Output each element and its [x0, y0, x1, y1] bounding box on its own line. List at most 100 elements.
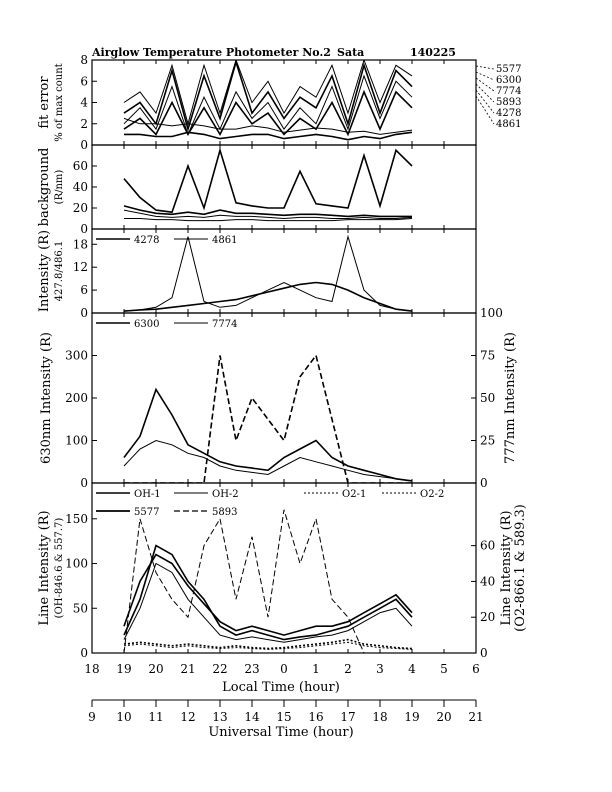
figure-date: 140225	[410, 46, 456, 59]
panel-fit-error: 0 2 4 6 8 fit error% of max count 557763007774…	[37, 53, 521, 152]
legend-label-4861: 4861	[212, 235, 237, 246]
y-tick-label: 0	[80, 646, 88, 660]
ut-tick-label: 19	[404, 710, 419, 724]
y-tick-label: 12	[73, 260, 88, 274]
y-right-tick-label: 60	[480, 539, 495, 553]
y-right-tick-label: 100	[480, 306, 503, 320]
y-right-tick-label: 50	[480, 391, 495, 405]
local-tick-label: 6	[472, 662, 480, 676]
panel-blue-lines: 0 6 12 18 Intensity (R) 427.8/486.1 4278 4861	[37, 228, 477, 320]
series-line-2	[123, 74, 413, 136]
panel-red-lines: 0 100 200 300 0 25 50 75 100 630nm Intensity (R) 7…	[39, 306, 518, 490]
figure-site: Sata	[337, 46, 364, 59]
y-tick-label: 0	[80, 476, 88, 490]
legend-label-7774: 7774	[212, 319, 237, 330]
y-axis-label: (OH-846.6 & 557.7)	[54, 518, 65, 619]
y-tick-label: 150	[65, 512, 88, 526]
series-line-1	[123, 205, 412, 218]
y-tick-label: 100	[65, 434, 88, 448]
series-group	[123, 234, 413, 312]
panel-background: 0 20 40 60 background (R/nm)	[37, 144, 477, 236]
series-line-6300	[123, 387, 413, 482]
series-line-2	[123, 209, 413, 220]
legend-label-5893: 5893	[212, 507, 237, 518]
y-axis-label: background	[37, 148, 52, 227]
ut-tick-label: 20	[436, 710, 451, 724]
series-line-4861	[123, 234, 413, 312]
y-tick-label: 0	[80, 138, 88, 152]
ut-tick-label: 21	[468, 710, 483, 724]
y-right-tick-label: 20	[480, 610, 495, 624]
legend-label-oh-1: OH-1	[134, 489, 161, 500]
legend-label-5577: 5577	[134, 507, 159, 518]
local-tick-label: 19	[116, 662, 131, 676]
series-line-oh-1	[123, 544, 413, 641]
y-tick-label: 0	[80, 222, 88, 236]
legend-label-oh-2: OH-2	[212, 489, 239, 500]
y-tick-label: 50	[73, 601, 88, 615]
ut-tick-label: 18	[372, 710, 387, 724]
y-right-axis-label: (O2-866.1 & 589.3)	[513, 504, 528, 632]
y-tick-label: 18	[73, 237, 88, 251]
series-group	[123, 60, 413, 141]
series-line-5577	[123, 553, 413, 636]
ut-tick-label: 10	[116, 710, 131, 724]
y-axis-label: 427.8/486.1	[54, 241, 65, 302]
legend-label-4278: 4278	[496, 108, 521, 119]
figure-title: Airglow Temperature Photometer No.2	[91, 46, 331, 59]
y-right-axis-label: Line Intensity (R)	[499, 510, 514, 625]
series-line-7774	[123, 439, 413, 482]
series-line-4	[124, 218, 413, 222]
series-line-dashed	[124, 353, 412, 483]
ut-tick-label: 16	[308, 710, 323, 724]
series-group	[123, 147, 413, 222]
y-tick-label: 200	[65, 391, 88, 405]
y-axis-label: Line Intensity (R)	[37, 510, 52, 625]
ut-tick-label: 14	[244, 710, 260, 724]
ut-tick-label: 15	[276, 710, 291, 724]
legend-leader-line	[475, 83, 495, 103]
y-axis-label: % of max count	[54, 63, 65, 141]
local-tick-label: 0	[280, 662, 288, 676]
local-tick-label: 4	[408, 662, 416, 676]
y-axis-label: Intensity (R)	[37, 230, 52, 312]
ut-tick-label: 9	[88, 710, 96, 724]
y-axis-label: (R/nm)	[54, 170, 65, 205]
legend-leader-line	[475, 89, 495, 114]
legend-leader-line	[475, 95, 495, 125]
y-right-tick-label: 40	[480, 574, 495, 588]
local-tick-label: 5	[440, 662, 448, 676]
local-tick-label: 3	[376, 662, 384, 676]
ut-tick-label: 13	[212, 710, 227, 724]
local-tick-label: 23	[244, 662, 259, 676]
y-tick-label: 6	[80, 74, 88, 88]
local-tick-label: 1	[312, 662, 320, 676]
series-line-4278	[123, 281, 413, 312]
local-tick-label: 21	[180, 662, 195, 676]
ut-time-label: Universal Time (hour)	[208, 725, 353, 740]
series-line-o2-2	[123, 641, 413, 650]
local-tick-label: 22	[212, 662, 227, 676]
ut-time-ticks: 9 10 11 12 13 14 15 16 17 18 19 20 21	[88, 700, 484, 724]
local-time-label: Local Time (hour)	[222, 680, 340, 695]
series-line-3	[123, 89, 413, 137]
legend-leader-line	[475, 77, 495, 92]
y-right-tick-label: 0	[480, 646, 488, 660]
series-line-3	[123, 147, 413, 214]
legend-label-5577: 5577	[496, 64, 521, 75]
y-tick-label: 20	[73, 201, 88, 215]
y-tick-label: 100	[65, 557, 88, 571]
y-axis-label: fit error	[37, 76, 52, 129]
legend-leader-line	[475, 65, 495, 70]
legend-label-7774: 7774	[496, 86, 521, 97]
y-tick-label: 60	[73, 159, 88, 173]
legend-label-4278: 4278	[134, 235, 159, 246]
y-right-axis-label: 777nm Intensity (R)	[503, 332, 518, 464]
local-tick-label: 18	[84, 662, 99, 676]
panel-frame	[91, 144, 477, 230]
y-axis-label: 630nm Intensity (R)	[39, 332, 54, 464]
series-line-5893	[123, 509, 412, 653]
legend-label-o2-1: O2-1	[342, 489, 366, 500]
